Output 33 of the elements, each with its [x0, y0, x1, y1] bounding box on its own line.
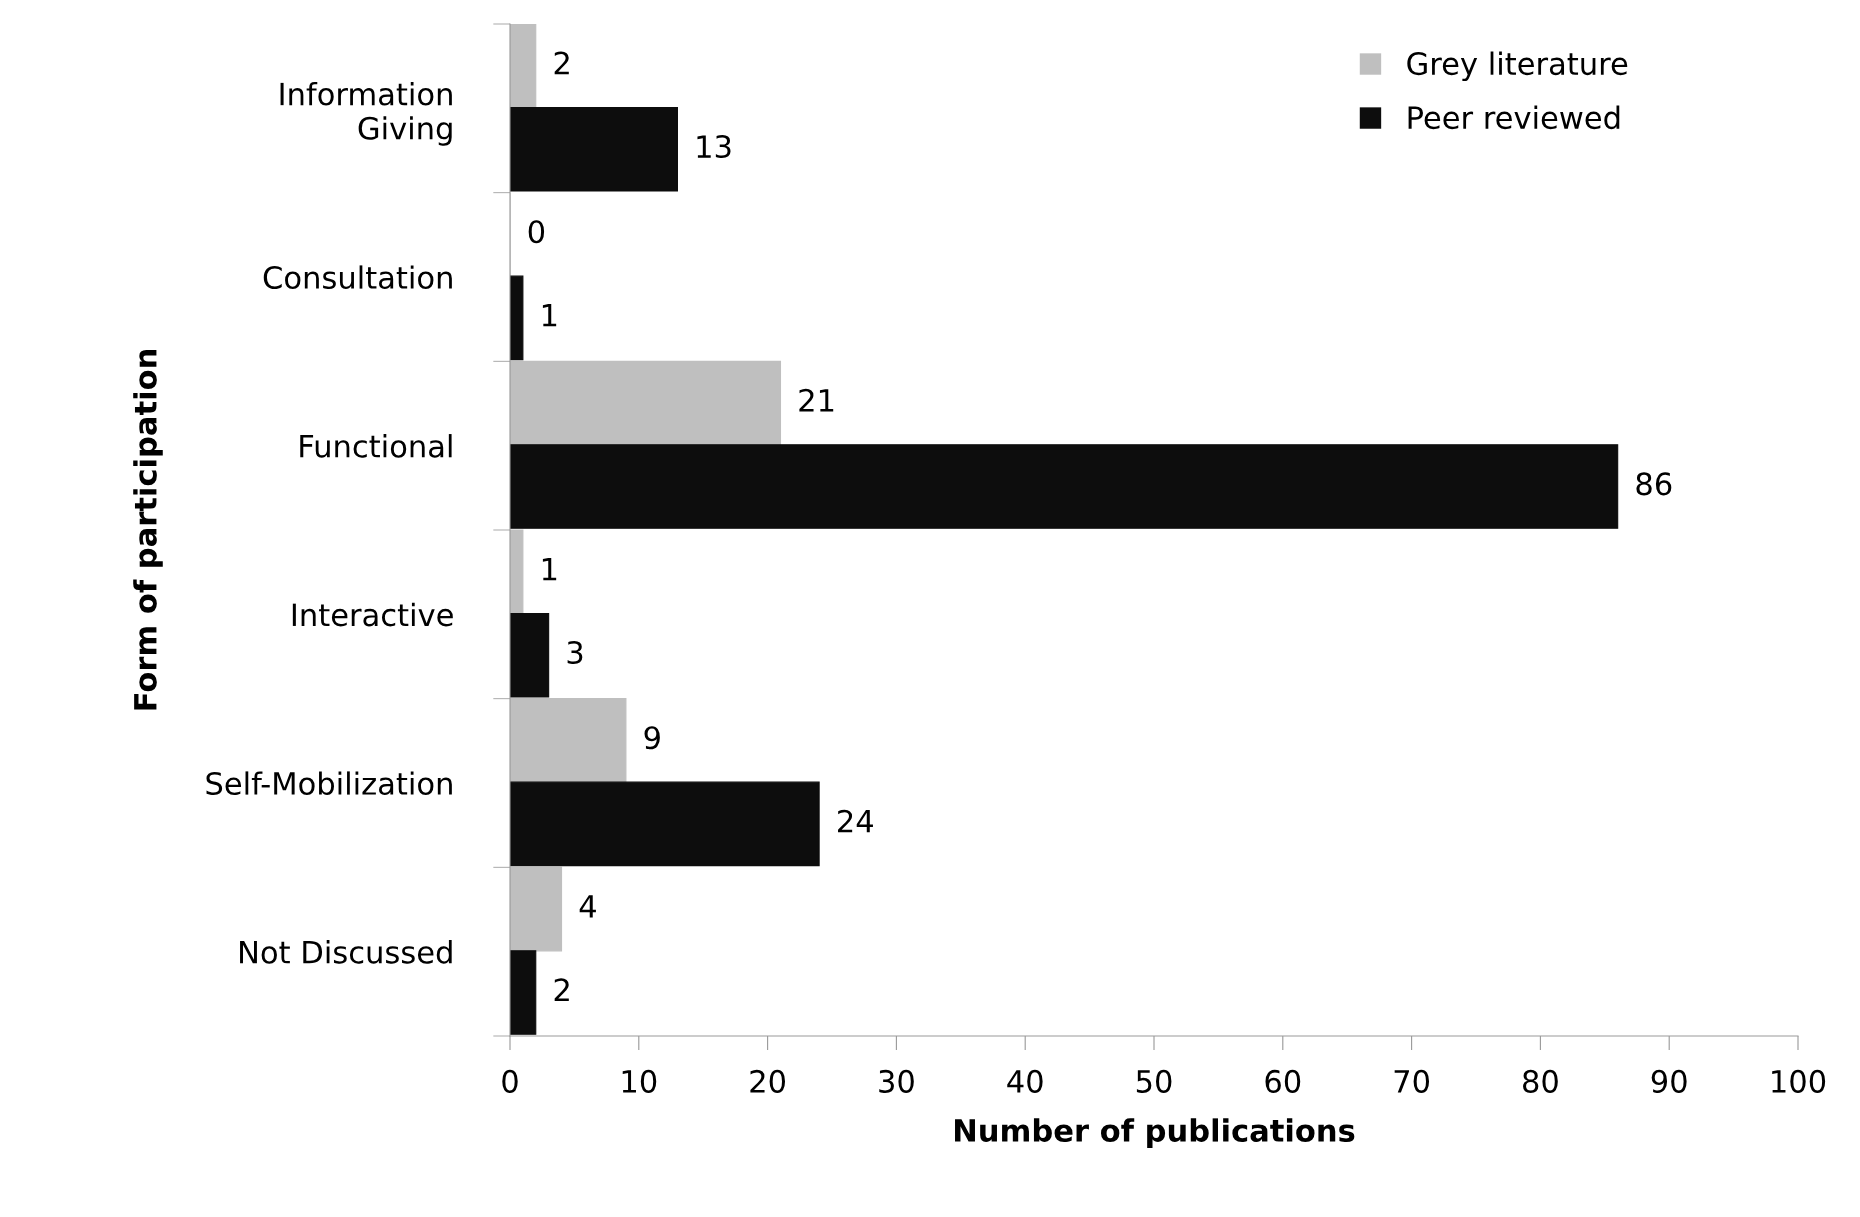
data-label: 4 — [579, 895, 596, 918]
x-tick-label: 70 — [1394, 1069, 1430, 1093]
data-label: 1 — [542, 304, 557, 327]
data-label: 24 — [838, 809, 873, 833]
data-label: 2 — [554, 978, 569, 1001]
y-tick-label: Self-Mobilization — [206, 771, 452, 796]
y-tick-label: Information Giving — [280, 81, 452, 146]
data-label: 86 — [1636, 472, 1672, 496]
y-tick-label: Interactive — [292, 602, 453, 627]
x-tick-label: 60 — [1265, 1069, 1301, 1093]
x-tick-label: 90 — [1651, 1069, 1687, 1093]
legend-label: Grey literature — [1407, 51, 1628, 82]
x-tick-label: 50 — [1136, 1069, 1172, 1093]
x-tick-label: 100 — [1772, 1069, 1826, 1093]
x-tick-label: 0 — [502, 1069, 518, 1093]
data-label: 3 — [567, 640, 583, 665]
data-label: 21 — [799, 388, 834, 412]
y-tick-label: Consultation — [263, 265, 452, 290]
x-tick-label: 20 — [750, 1069, 786, 1093]
x-tick-label: 10 — [622, 1069, 657, 1093]
data-label: 2 — [554, 51, 569, 75]
data-label: 0 — [528, 220, 545, 244]
y-axis-title: Form of participation — [133, 350, 163, 710]
x-tick-label: 40 — [1007, 1069, 1043, 1093]
x-tick-label: 80 — [1523, 1069, 1558, 1093]
x-tick-label: 30 — [879, 1069, 914, 1093]
x-axis-title: Number of publications — [955, 1118, 1355, 1148]
data-label: 9 — [644, 726, 660, 750]
data-label: 13 — [697, 134, 731, 159]
data-label: 1 — [542, 557, 557, 581]
legend-label: Peer reviewed — [1408, 105, 1620, 130]
y-tick-label: Not Discussed — [240, 940, 452, 964]
y-tick-label: Functional — [300, 434, 452, 458]
